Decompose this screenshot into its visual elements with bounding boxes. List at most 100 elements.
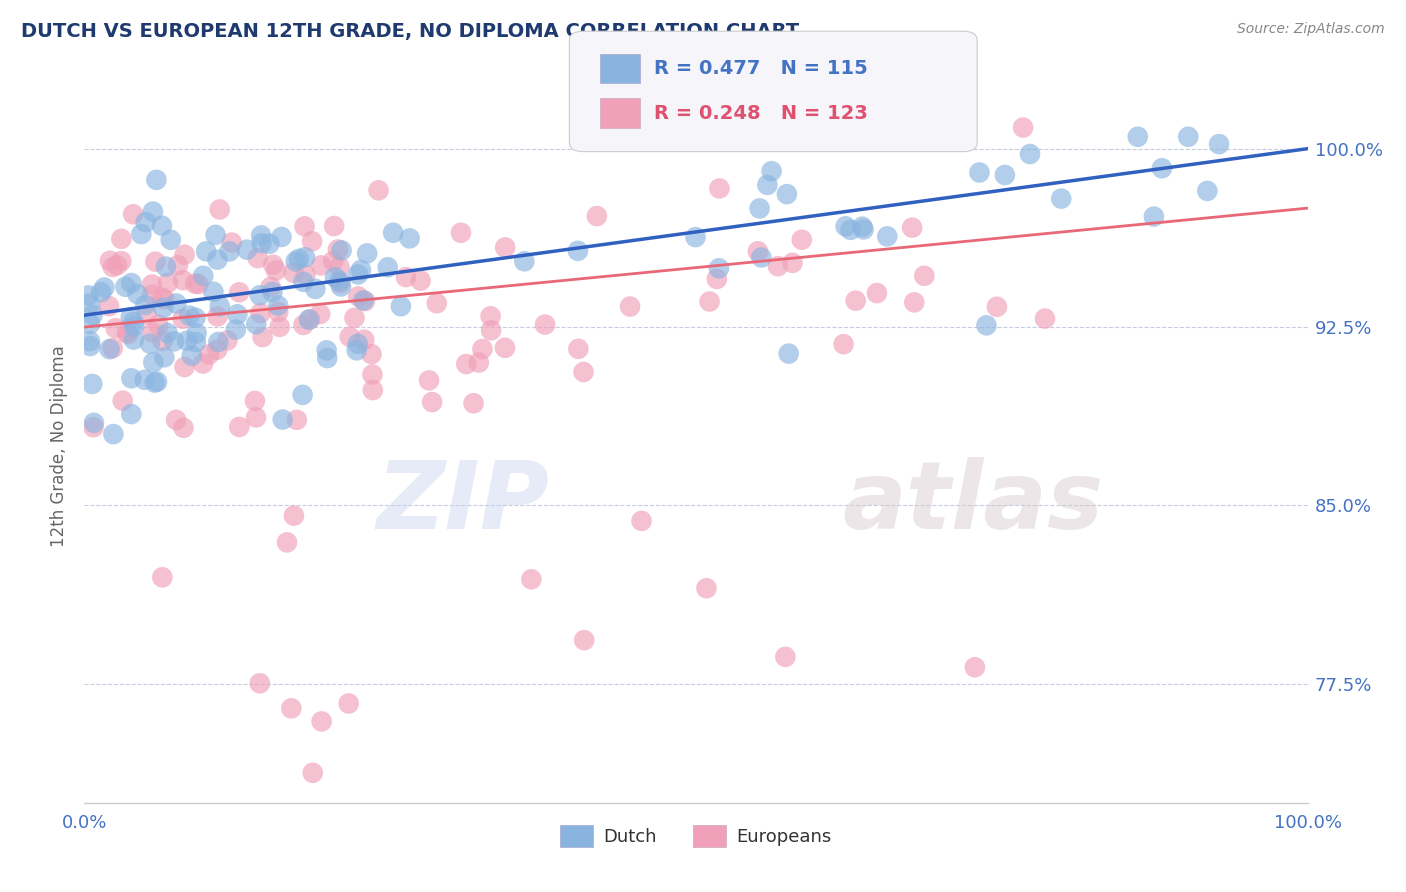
- Point: [135, 215, 157, 229]
- Point: [294, 250, 316, 264]
- Point: [766, 259, 789, 273]
- Point: [245, 317, 267, 331]
- Point: [79, 296, 101, 310]
- Point: [82, 376, 104, 391]
- Point: [969, 165, 991, 179]
- Point: [292, 318, 315, 332]
- Point: [309, 259, 332, 273]
- Point: [347, 268, 370, 282]
- Point: [270, 230, 292, 244]
- Point: [141, 325, 163, 339]
- Point: [122, 315, 145, 329]
- Point: [267, 299, 290, 313]
- Point: [782, 256, 804, 270]
- Point: [994, 168, 1017, 182]
- Point: [330, 244, 353, 258]
- Point: [264, 263, 287, 277]
- Point: [534, 318, 557, 332]
- Point: [276, 535, 298, 549]
- Point: [323, 219, 346, 233]
- Point: [262, 285, 284, 299]
- Point: [361, 383, 384, 397]
- Point: [245, 410, 267, 425]
- Text: R = 0.248   N = 123: R = 0.248 N = 123: [654, 103, 868, 123]
- Point: [195, 244, 218, 259]
- Point: [205, 343, 228, 357]
- Point: [761, 164, 783, 178]
- Point: [976, 318, 998, 333]
- Point: [225, 323, 247, 337]
- Point: [249, 676, 271, 690]
- Point: [252, 330, 274, 344]
- Point: [852, 222, 875, 236]
- Point: [409, 274, 432, 288]
- Point: [352, 293, 374, 308]
- Point: [148, 318, 170, 332]
- Point: [172, 421, 194, 435]
- Point: [315, 343, 337, 358]
- Point: [426, 296, 449, 310]
- Point: [418, 373, 440, 387]
- Point: [83, 416, 105, 430]
- Point: [747, 244, 769, 259]
- Point: [353, 333, 375, 347]
- Point: [520, 572, 543, 586]
- Point: [134, 298, 156, 312]
- Point: [311, 714, 333, 729]
- Point: [143, 376, 166, 390]
- Point: [330, 279, 353, 293]
- Point: [748, 202, 770, 216]
- Point: [79, 339, 101, 353]
- Text: Source: ZipAtlas.com: Source: ZipAtlas.com: [1237, 22, 1385, 37]
- Point: [79, 334, 101, 349]
- Point: [117, 326, 139, 341]
- Point: [298, 312, 321, 326]
- Point: [839, 223, 862, 237]
- Point: [90, 285, 112, 300]
- Point: [173, 359, 195, 374]
- Point: [456, 357, 478, 371]
- Point: [1033, 311, 1056, 326]
- Point: [586, 209, 609, 223]
- Point: [98, 342, 121, 356]
- Point: [104, 321, 127, 335]
- Point: [82, 308, 104, 322]
- Point: [98, 299, 121, 313]
- Point: [208, 300, 231, 314]
- Text: R = 0.477   N = 115: R = 0.477 N = 115: [654, 59, 868, 78]
- Point: [292, 275, 315, 289]
- Point: [165, 296, 187, 310]
- Point: [463, 396, 485, 410]
- Point: [110, 232, 132, 246]
- Point: [259, 236, 281, 251]
- Point: [110, 254, 132, 268]
- Point: [217, 334, 239, 348]
- Point: [389, 299, 412, 313]
- Point: [876, 229, 898, 244]
- Point: [283, 266, 305, 280]
- Point: [775, 649, 797, 664]
- Point: [165, 413, 187, 427]
- Point: [567, 342, 589, 356]
- Point: [269, 319, 291, 334]
- Point: [776, 187, 799, 202]
- Point: [1177, 129, 1199, 144]
- Point: [111, 393, 134, 408]
- Point: [249, 288, 271, 302]
- Point: [163, 334, 186, 349]
- Point: [377, 260, 399, 275]
- Point: [845, 293, 868, 308]
- Point: [250, 228, 273, 243]
- Point: [1150, 161, 1173, 176]
- Point: [204, 227, 226, 242]
- Point: [346, 343, 368, 358]
- Point: [479, 310, 502, 324]
- Y-axis label: 12th Grade, No Diploma: 12th Grade, No Diploma: [49, 345, 67, 547]
- Point: [280, 701, 302, 715]
- Point: [198, 347, 221, 361]
- Point: [298, 312, 321, 326]
- Point: [105, 258, 128, 272]
- Point: [228, 420, 250, 434]
- Point: [152, 301, 174, 315]
- Point: [350, 263, 373, 277]
